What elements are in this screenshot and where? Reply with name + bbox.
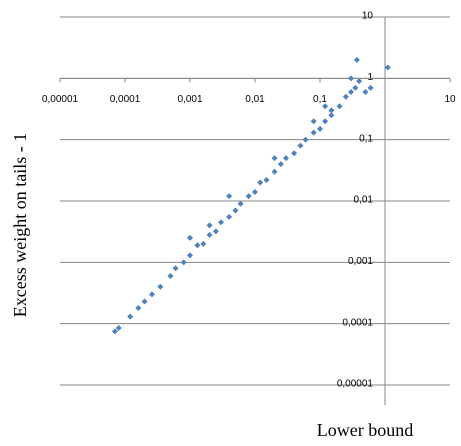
point (157, 283, 164, 290)
point (180, 259, 187, 266)
point (206, 231, 213, 238)
x-axis-title: Lower bound (317, 420, 413, 440)
y-tick-label: 0,0001 (342, 317, 373, 328)
point (328, 107, 335, 114)
point (322, 103, 329, 110)
point (342, 93, 349, 100)
point (237, 200, 244, 207)
y-tick-label: 0,01 (354, 195, 374, 206)
point (127, 313, 134, 320)
point (352, 84, 359, 91)
y-tick-label: 0,00001 (337, 379, 374, 390)
point (111, 328, 118, 335)
point (257, 179, 264, 186)
point (226, 193, 233, 200)
point (328, 112, 335, 119)
point (348, 75, 355, 82)
point (187, 252, 193, 259)
x-tick-label: 0,00001 (42, 94, 79, 105)
point (115, 324, 122, 331)
point (302, 136, 309, 143)
point (167, 272, 174, 279)
point (277, 161, 284, 168)
point (187, 234, 193, 241)
point (317, 125, 323, 132)
x-tick-label: 0,001 (177, 94, 202, 105)
point (172, 265, 179, 272)
point (283, 155, 290, 162)
y-tick-label: 10 (362, 11, 374, 22)
point (252, 189, 258, 196)
point (310, 129, 317, 136)
point (194, 242, 201, 249)
point (135, 305, 142, 312)
point (263, 176, 270, 183)
point (271, 155, 278, 162)
point (384, 64, 391, 71)
x-tick-label: 0,1 (313, 94, 327, 105)
y-tick-label: 0,001 (348, 256, 373, 267)
point (310, 118, 317, 125)
point (356, 78, 363, 85)
point (245, 193, 252, 200)
point (297, 142, 304, 149)
point (200, 240, 207, 247)
point (206, 222, 213, 229)
point (148, 291, 155, 298)
x-tick-label: 0,0001 (110, 94, 141, 105)
point (367, 84, 374, 91)
x-tick-label: 0,01 (245, 94, 265, 105)
point (218, 219, 225, 226)
point (226, 213, 233, 220)
point (362, 88, 369, 95)
point (232, 207, 239, 214)
point (271, 168, 278, 175)
x-tick-label: 10 (444, 94, 456, 105)
point (322, 118, 329, 125)
point (353, 56, 360, 63)
y-axis-title: Excess weight on tails - 1 (10, 133, 30, 317)
y-tick-label: 0,1 (359, 133, 373, 144)
point (348, 88, 355, 95)
point (336, 103, 343, 110)
y-tick-label: 1 (367, 72, 373, 83)
point (291, 150, 298, 157)
point (212, 228, 219, 235)
point (141, 298, 148, 305)
